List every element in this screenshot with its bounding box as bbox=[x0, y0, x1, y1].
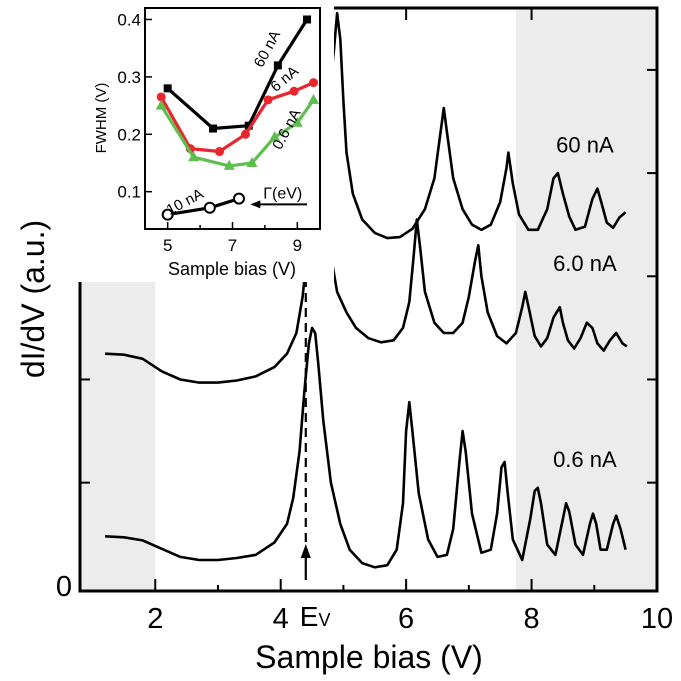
vacuum-level-arrow-head bbox=[300, 544, 311, 558]
inset-x-tick-label: 7 bbox=[228, 236, 237, 255]
main-axes: 2 4 6 8 10 0 bbox=[56, 8, 673, 635]
inset-point-0-6-na bbox=[246, 156, 258, 167]
inset-y-tick-label: 0.3 bbox=[117, 68, 141, 87]
series-label-60-na: 60 nA bbox=[556, 132, 614, 157]
inset-x-tick-label: 9 bbox=[293, 236, 302, 255]
vacuum-level-label-sub: V bbox=[318, 610, 330, 630]
inset-point-0-6-na bbox=[291, 116, 303, 127]
inset-point-0-6-na bbox=[223, 159, 235, 170]
inset-point-60-na bbox=[163, 84, 172, 93]
inset-y-axis-label: FWHM (V) bbox=[93, 83, 110, 154]
inset-point-0-6-na bbox=[269, 131, 281, 142]
inset-series bbox=[155, 15, 320, 221]
inset-point-60-na bbox=[303, 15, 312, 24]
inset-point-60-na bbox=[209, 124, 218, 133]
inset-point-0-6-na bbox=[188, 151, 200, 162]
inset-point-6-na bbox=[289, 86, 299, 96]
inset-point-6-na bbox=[240, 129, 250, 139]
inset-x-tick-label: 5 bbox=[163, 236, 172, 255]
inset-point-6-na bbox=[309, 78, 319, 88]
inset-point-60-na bbox=[244, 121, 253, 130]
series-labels: 60 nA 6.0 nA 0.6 nA bbox=[553, 132, 617, 472]
series-line-6-0-na bbox=[105, 135, 628, 384]
shaded-region bbox=[80, 277, 156, 591]
inset-point-60-na bbox=[273, 61, 282, 70]
shaded-region bbox=[515, 8, 657, 591]
inset-x-axis-label: Sample bias (V) bbox=[168, 259, 296, 279]
vacuum-level-label-main: E bbox=[300, 601, 319, 632]
inset-y-tick-label: 0.1 bbox=[117, 183, 141, 202]
gamma-arrow-head bbox=[250, 200, 261, 209]
inset-point-10-na bbox=[161, 208, 174, 221]
gamma-annotation: Γ(eV) bbox=[263, 186, 302, 203]
vacuum-level-label: EV bbox=[300, 601, 331, 632]
series-line-0-6-na bbox=[105, 326, 627, 569]
series-line-60-na bbox=[307, 11, 627, 262]
inset-point-0-6-na bbox=[308, 93, 320, 104]
main-plot-frame bbox=[78, 6, 659, 593]
main-y-axis-label: dI/dV (a.u.) bbox=[15, 220, 51, 378]
inset-point-10-na bbox=[203, 201, 216, 214]
inset-y-tick-label: 0.4 bbox=[117, 10, 141, 29]
x-tick-label: 8 bbox=[523, 603, 539, 635]
inset-axes: 5 7 9 0.1 0.2 0.3 0.4 bbox=[117, 10, 302, 255]
inset-point-0-6-na bbox=[155, 99, 167, 110]
main-x-axis-label: Sample bias (V) bbox=[255, 639, 483, 675]
inset-point-6-na bbox=[156, 92, 166, 102]
inset-y-tick-label: 0.2 bbox=[117, 125, 141, 144]
x-tick-label: 10 bbox=[641, 603, 673, 635]
series-label-0-6-na: 0.6 nA bbox=[553, 447, 617, 472]
series-label-6-0-na: 6.0 nA bbox=[553, 251, 617, 276]
main-spectra bbox=[105, 11, 628, 569]
x-tick-label: 2 bbox=[147, 603, 163, 635]
inset-point-6-na bbox=[263, 95, 273, 105]
x-tick-label: 4 bbox=[273, 603, 289, 635]
x-tick-label: 6 bbox=[398, 603, 414, 635]
inset-point-10-na bbox=[232, 192, 245, 205]
inset-point-6-na bbox=[215, 147, 225, 157]
y-tick-label: 0 bbox=[56, 571, 72, 603]
